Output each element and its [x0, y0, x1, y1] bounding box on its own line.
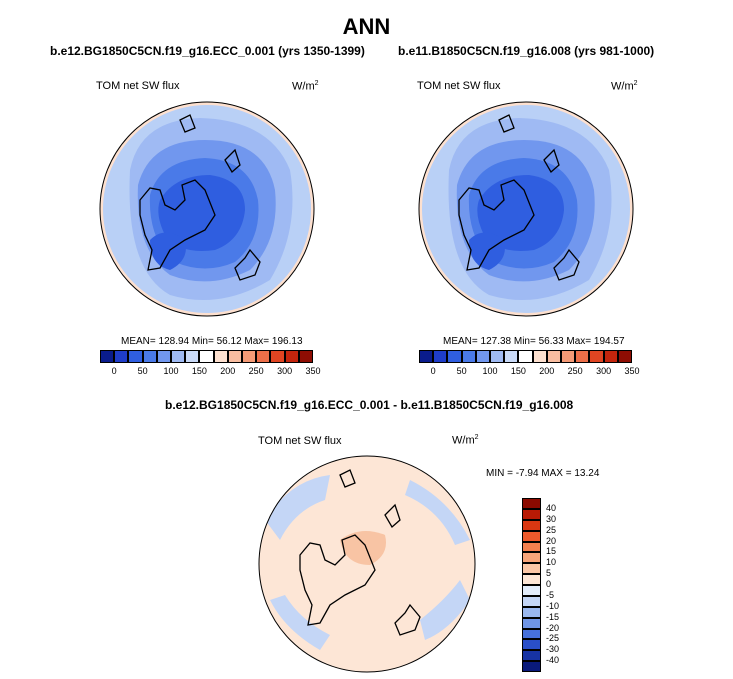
- colorbar-diff-swatch: [522, 585, 541, 596]
- colorbar-left-tick-label: 350: [305, 366, 321, 376]
- colorbar-left-tick-label: 50: [137, 366, 148, 376]
- colorbar-diff-swatch: [522, 563, 541, 575]
- colorbar-left-swatch: [185, 350, 200, 363]
- colorbar-diff-swatch: [522, 639, 541, 651]
- panel-left-stats: MEAN= 128.94 Min= 56.12 Max= 196.13: [121, 336, 303, 347]
- colorbar-diff-tick-label: 25: [546, 524, 557, 535]
- panel-left-variable: TOM net SW flux: [96, 80, 180, 92]
- colorbar-left-tick-label: 250: [248, 366, 264, 376]
- colorbar-left-swatch: [100, 350, 115, 363]
- colorbar-left-ticks: 0 50 100 150 200 250 300 350: [0, 366, 733, 378]
- colorbar-right-swatch: [617, 350, 632, 363]
- colorbar-diff-tick-label: 10: [546, 557, 557, 568]
- colorbar-diff-tick-label: 40: [546, 502, 557, 513]
- panel-right-stats: MEAN= 127.38 Min= 56.33 Max= 194.57: [443, 336, 625, 347]
- colorbar-diff-tick-label: 20: [546, 535, 557, 546]
- colorbar-left-swatch: [171, 350, 186, 363]
- colorbar-left-swatch: [242, 350, 257, 363]
- colorbar-diff-swatch: [522, 541, 541, 553]
- colorbar-diff-tick-label: 15: [546, 546, 557, 557]
- colorbar-diff-tick-label: -20: [546, 622, 560, 633]
- colorbar-left-tick-label: 300: [277, 366, 293, 376]
- colorbar-diff-tick-label: -5: [546, 589, 555, 600]
- colorbar-diff-swatch: [522, 617, 541, 629]
- panel-right-units: W/m2: [611, 80, 638, 93]
- colorbar-left-tick-label: 0: [111, 366, 117, 376]
- colorbar-diff-swatch: [522, 661, 541, 672]
- colorbar-left-swatch: [128, 350, 143, 363]
- colorbar-diff-tick-label: -15: [546, 611, 560, 622]
- colorbar-right-swatch: [575, 350, 590, 363]
- colorbar-diff: [522, 498, 541, 672]
- panel-left-case-name: b.e12.BG1850C5CN.f19_g16.ECC_0.001 (yrs …: [50, 44, 365, 58]
- colorbar-diff-swatch: [522, 498, 541, 509]
- colorbar-right-swatch: [546, 350, 561, 363]
- colorbar-diff-swatch: [522, 552, 541, 564]
- colorbar-right-swatch: [561, 350, 576, 363]
- colorbar-diff-swatch: [522, 508, 541, 520]
- colorbar-left-swatch: [227, 350, 242, 363]
- colorbar-right-tick-label: 300: [596, 366, 612, 376]
- colorbar-diff-tick-label: -10: [546, 600, 560, 611]
- colorbar-left-swatch: [199, 350, 214, 363]
- colorbar-left-swatch: [298, 350, 313, 363]
- colorbar-left-tick-label: 200: [220, 366, 236, 376]
- colorbar-diff-swatch: [522, 530, 541, 542]
- diff-panel-variable: TOM net SW flux: [258, 435, 342, 447]
- colorbar-diff-tick-label: -30: [546, 644, 560, 655]
- diff-panel-stats: MIN = -7.94 MAX = 13.24: [486, 468, 600, 479]
- colorbar-right-swatch: [532, 350, 547, 363]
- colorbar-right-swatch: [447, 350, 462, 363]
- colorbar-right-swatch: [490, 350, 505, 363]
- colorbar-right-tick-label: 200: [539, 366, 555, 376]
- colorbar-left-tick-label: 100: [163, 366, 179, 376]
- colorbar-right-tick-label: 0: [430, 366, 436, 376]
- colorbar-diff-tick-label: 30: [546, 513, 557, 524]
- colorbar-right-swatch: [603, 350, 618, 363]
- colorbar-left-swatch: [156, 350, 171, 363]
- colorbar-diff-ticks: 40 30 25 20 15 10 5 0 -5 -10 -15 -20 -25 -30 -40: [546, 498, 586, 672]
- colorbar-diff-tick-label: -40: [546, 655, 560, 666]
- colorbar-diff-swatch: [522, 519, 541, 531]
- colorbar-right-swatch: [433, 350, 448, 363]
- colorbar-left-swatch: [114, 350, 129, 363]
- colorbar-diff-swatch: [522, 595, 541, 607]
- colorbar-diff-tick-label: 5: [546, 568, 552, 579]
- colorbar-right-ticks: 0 50 100 150 200 250 300 350: [0, 366, 733, 378]
- colorbar-right-tick-label: 150: [510, 366, 526, 376]
- colorbar-diff-swatch: [522, 650, 541, 662]
- colorbar-left-tick-label: 150: [191, 366, 207, 376]
- page-title: ANN: [342, 14, 391, 39]
- colorbar-right-tick-label: 350: [624, 366, 640, 376]
- colorbar-right-tick-label: 100: [482, 366, 498, 376]
- colorbar-diff-swatch: [522, 628, 541, 640]
- colorbar-left-swatch: [270, 350, 285, 363]
- colorbar-right-swatch: [589, 350, 604, 363]
- panel-left-units: W/m2: [292, 80, 319, 93]
- colorbar-left-swatch: [256, 350, 271, 363]
- colorbar-diff-tick-label: 0: [546, 579, 552, 589]
- colorbar-right-swatch: [419, 350, 434, 363]
- panel-right-case-name: b.e11.B1850C5CN.f19_g16.008 (yrs 981-100…: [398, 44, 655, 58]
- colorbar-right-swatch: [475, 350, 490, 363]
- colorbar-right-swatch: [504, 350, 519, 363]
- colorbar-left: [100, 350, 313, 363]
- colorbar-diff-tick-label: -25: [546, 633, 560, 644]
- colorbar-diff-swatch: [522, 606, 541, 618]
- colorbar-left-swatch: [213, 350, 228, 363]
- colorbar-right-tick-label: 50: [456, 366, 467, 376]
- colorbar-left-swatch: [284, 350, 299, 363]
- colorbar-diff-swatch: [522, 574, 541, 585]
- colorbar-right-swatch: [461, 350, 476, 363]
- colorbar-right-tick-label: 250: [567, 366, 583, 376]
- diff-panel-units: W/m2: [452, 434, 479, 447]
- diff-panel-title: b.e12.BG1850C5CN.f19_g16.ECC_0.001 - b.e…: [165, 398, 574, 412]
- panel-right-variable: TOM net SW flux: [417, 80, 501, 92]
- colorbar-right-swatch: [518, 350, 533, 363]
- colorbar-right: [419, 350, 632, 363]
- colorbar-left-swatch: [142, 350, 157, 363]
